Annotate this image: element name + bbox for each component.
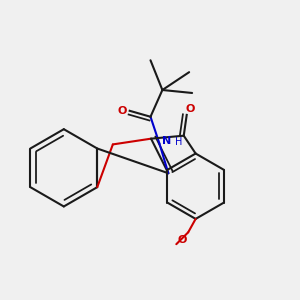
Text: O: O bbox=[178, 235, 187, 245]
Text: O: O bbox=[118, 106, 127, 116]
Text: H: H bbox=[175, 137, 182, 147]
Text: N: N bbox=[162, 136, 172, 146]
Text: O: O bbox=[185, 104, 194, 114]
